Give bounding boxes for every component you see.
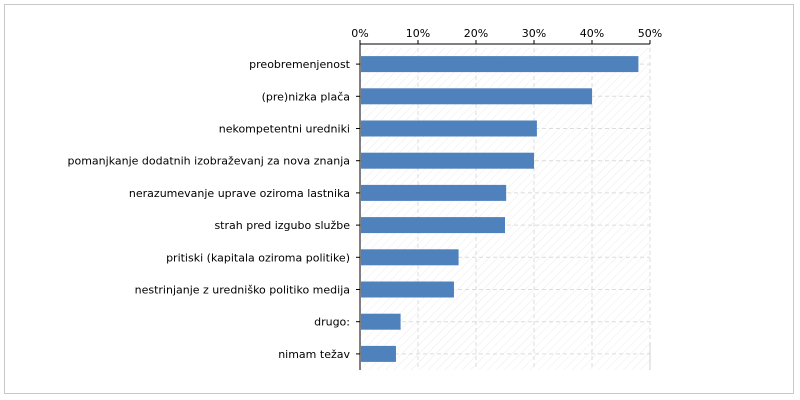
category-label: nimam težav (278, 348, 350, 361)
category-label: preobremenjenost (249, 58, 351, 71)
category-label: pritiski (kapitala oziroma politike) (166, 251, 350, 264)
x-tick-label: 30% (522, 27, 546, 40)
category-label: nekompetentni uredniki (219, 123, 350, 136)
x-tick-label: 40% (580, 27, 604, 40)
bar (361, 345, 396, 362)
bar (361, 217, 505, 234)
category-label: (pre)nizka plača (262, 90, 350, 103)
category-label: nestrinjanje z uredniško politiko medija (135, 284, 350, 297)
x-tick-label: 50% (638, 27, 662, 40)
category-label: drugo: (314, 316, 350, 329)
category-label: strah pred izgubo službe (214, 219, 350, 232)
bar (361, 249, 459, 266)
bar (361, 313, 401, 330)
bar (361, 281, 454, 298)
x-tick-label: 20% (464, 27, 488, 40)
category-label: nerazumevanje uprave oziroma lastnika (129, 187, 350, 200)
x-tick-label: 10% (406, 27, 430, 40)
category-label: pomanjkanje dodatnih izobraževanj za nov… (68, 155, 351, 168)
bar (361, 152, 534, 169)
bar (361, 56, 639, 73)
x-tick-label: 0% (351, 27, 368, 40)
bar (361, 120, 537, 137)
bar (361, 184, 507, 201)
bar (361, 88, 592, 105)
